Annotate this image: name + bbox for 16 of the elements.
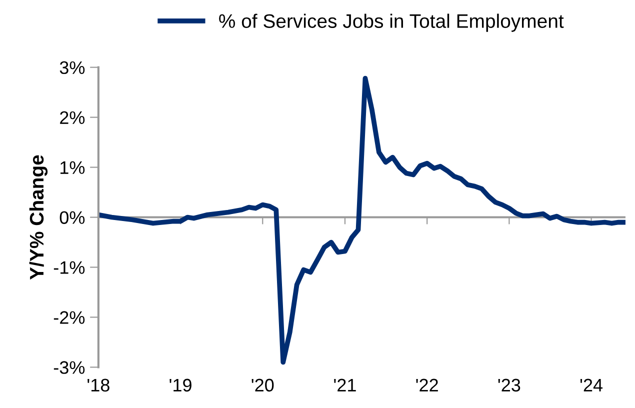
y-tick-label: 0% bbox=[60, 211, 85, 224]
y-tick-label: -3% bbox=[54, 361, 85, 374]
x-tick-label: '21 bbox=[334, 378, 356, 392]
x-tick-label: '18 bbox=[88, 378, 110, 392]
y-tick-label: 1% bbox=[60, 161, 85, 174]
y-tick-label: -1% bbox=[54, 261, 85, 274]
x-tick-label: '24 bbox=[580, 378, 603, 392]
x-tick-label: '20 bbox=[252, 378, 274, 392]
legend-label: % of Services Jobs in Total Employment bbox=[219, 14, 564, 32]
y-tick-label: 2% bbox=[60, 111, 85, 124]
x-tick-label: '23 bbox=[498, 378, 520, 392]
x-tick-label: '19 bbox=[170, 378, 192, 392]
y-axis-title: Y/Y% Change bbox=[29, 155, 48, 280]
y-tick-label: 3% bbox=[60, 61, 85, 74]
y-tick-label: -2% bbox=[54, 311, 85, 324]
x-tick-label: '22 bbox=[416, 378, 438, 392]
